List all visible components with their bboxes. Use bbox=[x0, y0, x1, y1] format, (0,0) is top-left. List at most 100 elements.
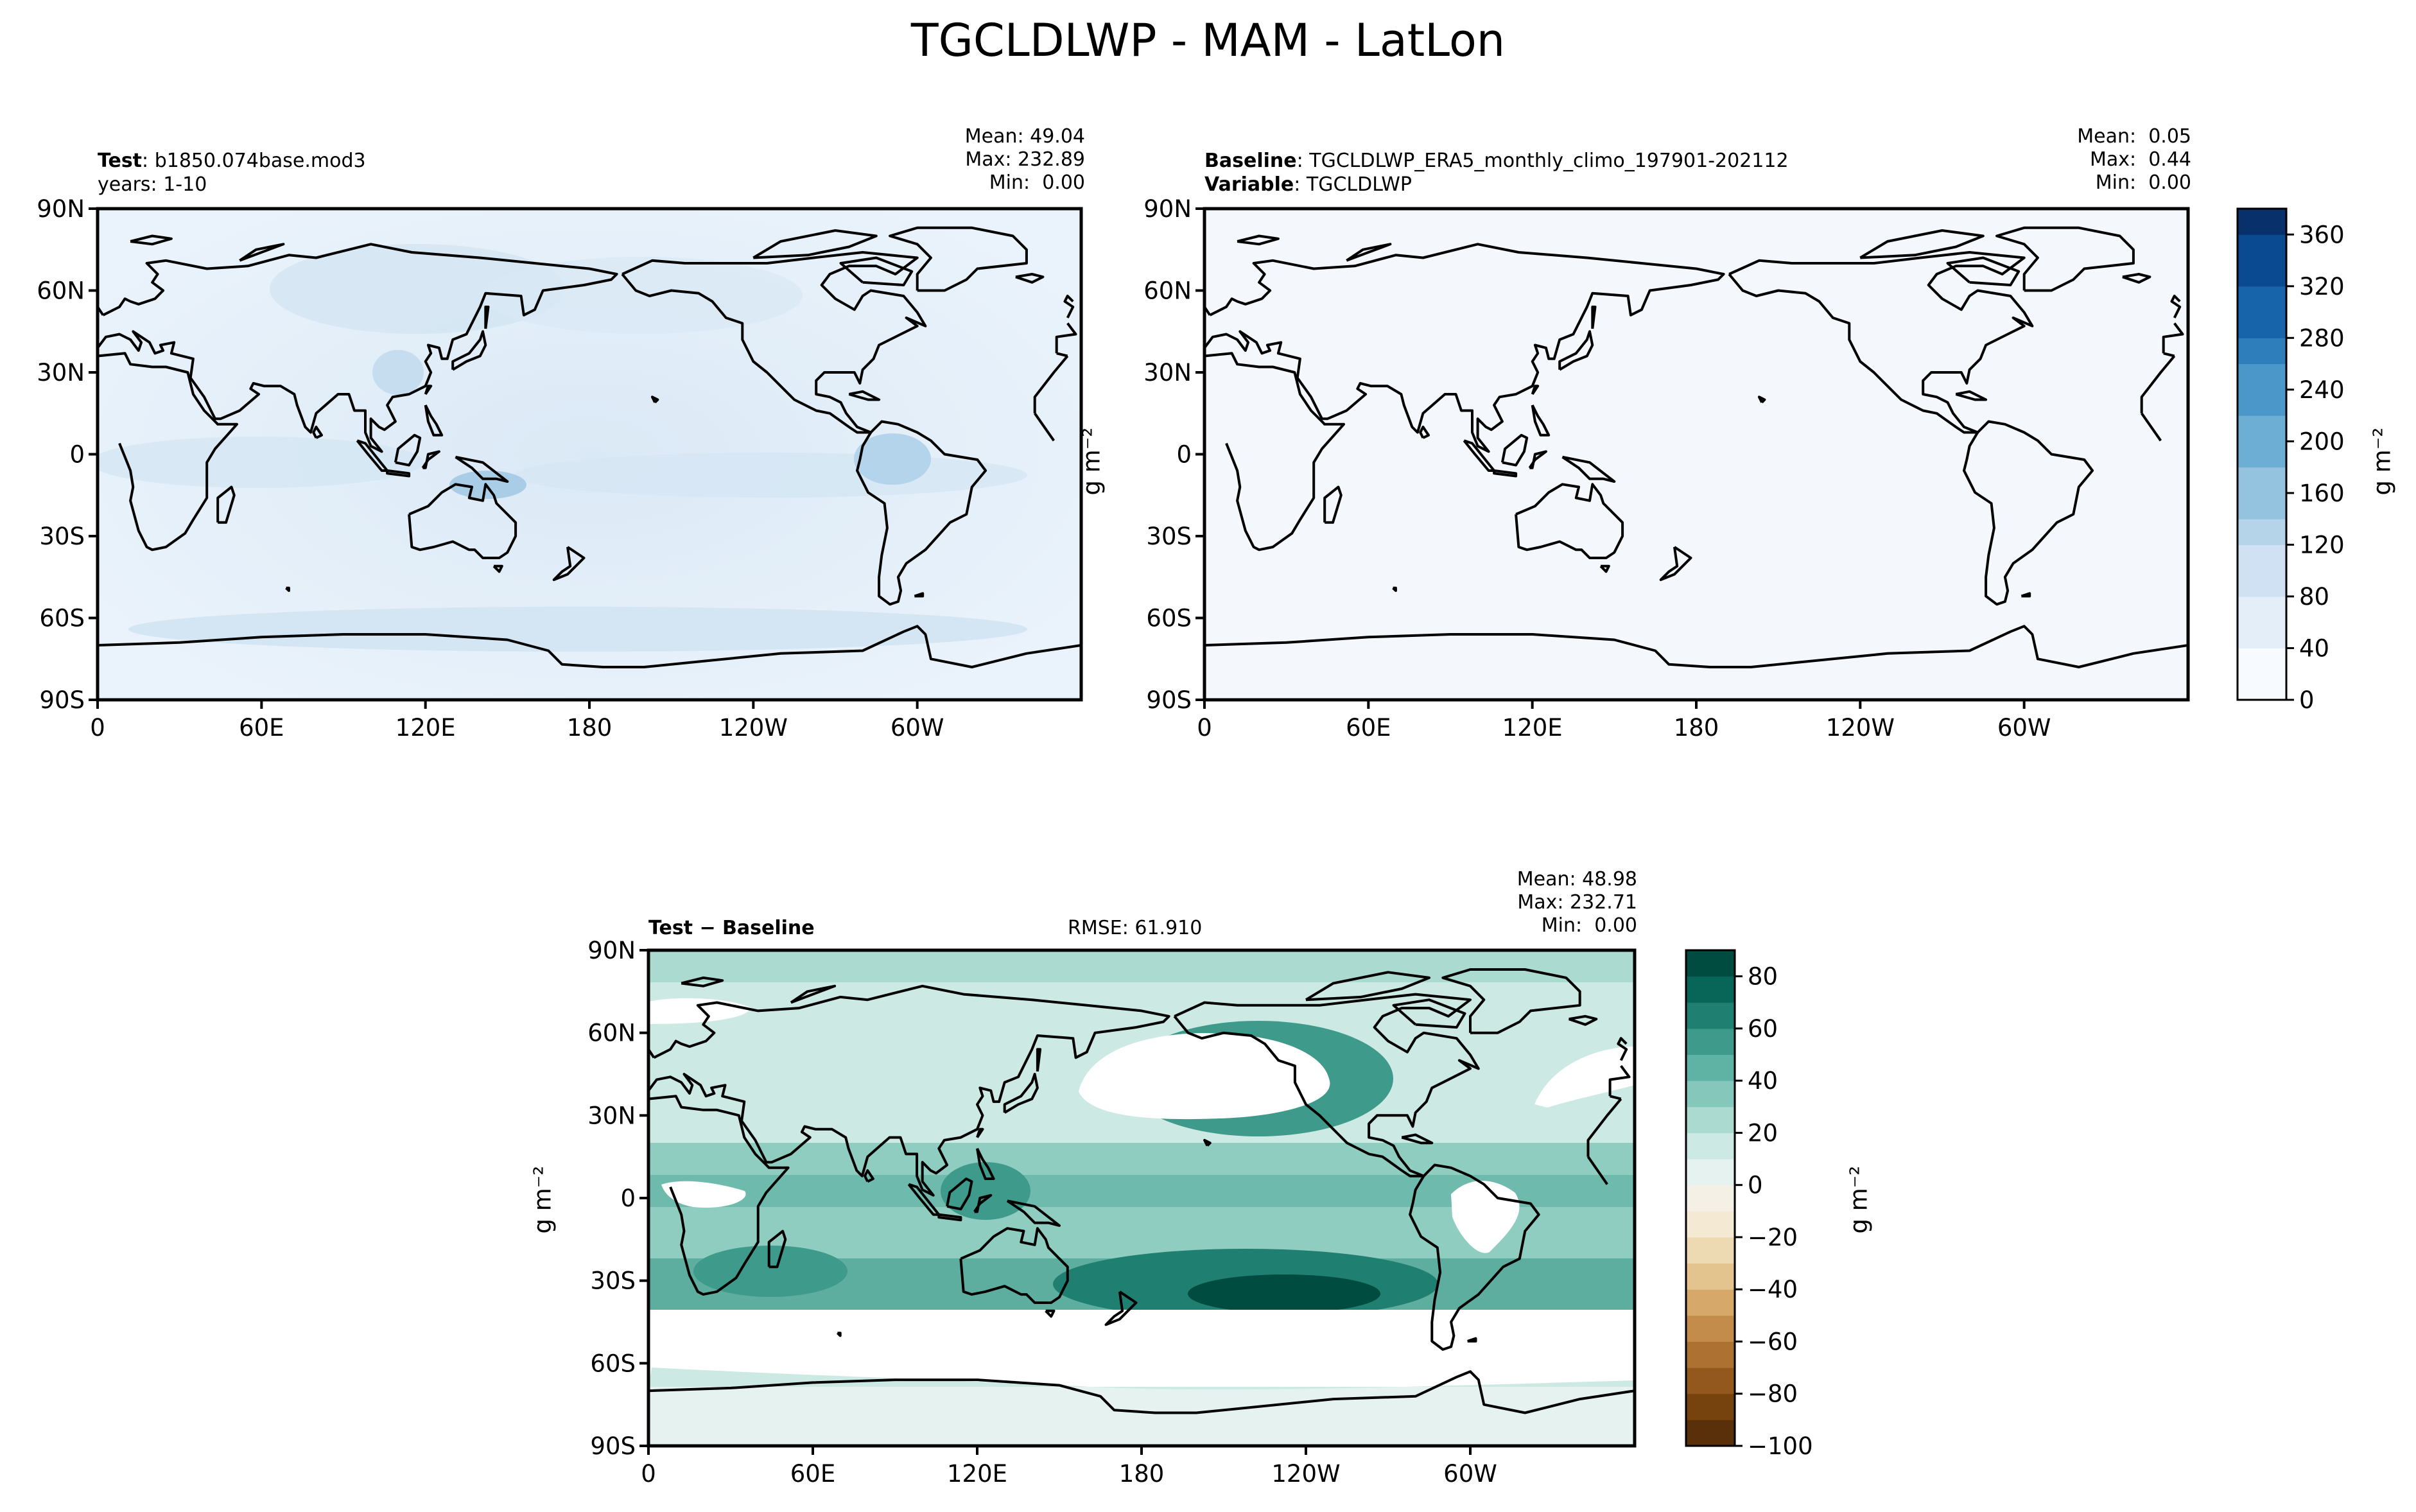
coastline-borneo bbox=[394, 433, 422, 467]
coastline-borneo bbox=[1500, 433, 1529, 467]
coastline-hawaii bbox=[650, 395, 659, 404]
diff-stats: Mean: 48.98 Max: 232.71 Min: 0.00 bbox=[1517, 868, 1637, 937]
baseline-xtick-label: 120W bbox=[1826, 714, 1895, 742]
diff-ytick-label: 90N bbox=[587, 937, 636, 964]
coastline-sumatra bbox=[356, 439, 389, 472]
diff-ytick-label: 60N bbox=[587, 1020, 636, 1047]
coastline-africa bbox=[648, 1095, 1622, 1296]
test-ytick-label: 60N bbox=[37, 277, 85, 305]
diff-ytick-label: 30N bbox=[587, 1102, 636, 1129]
baseline-ytick-label: 90S bbox=[1146, 686, 1192, 714]
coastline-africa bbox=[1204, 352, 2176, 552]
baseline-ytick-label: 90N bbox=[1143, 195, 1192, 223]
colorbar1-segment bbox=[2238, 363, 2286, 390]
coastline-newzealand bbox=[552, 546, 586, 581]
coastline-samerica bbox=[1409, 1163, 1540, 1351]
colorbar1-segment bbox=[2238, 570, 2286, 597]
coastline-iceland bbox=[2122, 273, 2151, 284]
test-xtick-label: 0 bbox=[90, 714, 105, 742]
colorbar1-segment bbox=[2238, 648, 2286, 675]
baseline-xtick-label: 60W bbox=[1997, 714, 2051, 742]
coastline-australia bbox=[408, 483, 517, 559]
coastline-antarctica bbox=[648, 1370, 1635, 1414]
coastline-cuba bbox=[848, 390, 881, 401]
coastline-antarctica bbox=[1204, 625, 2188, 668]
colorbar2-tick-label: 80 bbox=[1748, 963, 1778, 991]
coastline-africa bbox=[98, 352, 1069, 552]
figure-title: TGCLDLWP - MAM - LatLon bbox=[910, 14, 1506, 67]
colorbar2-tick-label: 0 bbox=[1748, 1172, 1763, 1199]
colorbar2-segment bbox=[1686, 1002, 1735, 1029]
coastline-newguinea bbox=[1006, 1199, 1061, 1227]
baseline-coastlines bbox=[1204, 226, 2188, 668]
coastline-madagascar bbox=[216, 485, 236, 524]
diff-missing-southern-ocean bbox=[648, 1310, 1635, 1387]
test-ytick-label: 0 bbox=[69, 441, 85, 469]
colorbar1-segment bbox=[2238, 492, 2286, 519]
diff-xtick-label: 60E bbox=[790, 1460, 835, 1488]
coastline-tasmania bbox=[1599, 564, 1610, 573]
test-ytick-label: 90N bbox=[37, 195, 85, 223]
colorbar2-segment bbox=[1686, 1185, 1735, 1212]
colorbar1-segment bbox=[2238, 519, 2286, 545]
diff-xtick-label: 120W bbox=[1271, 1460, 1340, 1488]
colorbar1-tick-label: 320 bbox=[2299, 273, 2345, 300]
coastline-java bbox=[386, 469, 411, 478]
coastline-sakhalin bbox=[1036, 1048, 1042, 1072]
coastline-falkland bbox=[914, 592, 925, 598]
colorbar1-segment bbox=[2238, 209, 2286, 235]
baseline-xtick-label: 60E bbox=[1346, 714, 1391, 742]
colorbar1-segment bbox=[2238, 467, 2286, 494]
baseline-xtick-label: 120E bbox=[1502, 714, 1563, 742]
coastline-arctic_isl bbox=[1859, 229, 1985, 259]
coastline-falkland bbox=[1467, 1337, 1477, 1343]
colorbar1-frame bbox=[2236, 207, 2288, 701]
colorbar2-tick-label: −20 bbox=[1748, 1224, 1798, 1251]
colorbar2-segment bbox=[1686, 1054, 1735, 1081]
colorbar2-segment bbox=[1686, 1106, 1735, 1133]
coastline-newzealand bbox=[1104, 1290, 1138, 1326]
coastline-arctic_isl bbox=[752, 229, 878, 259]
colorbar2-tick-label: 40 bbox=[1748, 1067, 1778, 1095]
diff-map bbox=[648, 950, 1635, 1446]
baseline-xtick-label: 180 bbox=[1674, 714, 1719, 742]
test-years: years: 1-10 bbox=[98, 173, 207, 196]
coastline-namerica bbox=[1728, 251, 2034, 434]
baseline-ytick-label: 60N bbox=[1143, 277, 1192, 305]
colorbar1-segment bbox=[2238, 622, 2286, 648]
coastline-cuba bbox=[1401, 1133, 1434, 1145]
coastline-eurasia bbox=[1204, 243, 2184, 453]
coastline-greenland bbox=[1995, 226, 2135, 292]
coastline-antarctica bbox=[98, 625, 1081, 668]
test-xtick-label: 120E bbox=[395, 714, 456, 742]
baseline-field bbox=[1204, 209, 2188, 700]
colorbar1-tick-label: 0 bbox=[2299, 686, 2315, 714]
coastline-novayazemlya bbox=[790, 984, 837, 1004]
coastline-samerica bbox=[1963, 420, 2094, 606]
colorbar1-tick-label: 200 bbox=[2299, 428, 2345, 455]
diff-ytick-label: 60S bbox=[590, 1350, 636, 1377]
test-xtick-label: 60W bbox=[891, 714, 944, 742]
coastline-philippines bbox=[976, 1147, 995, 1180]
colorbar1-segment bbox=[2238, 234, 2286, 261]
test-stats: Mean: 49.04 Max: 232.89 Min: 0.00 bbox=[964, 125, 1085, 194]
coastline-newguinea bbox=[455, 455, 509, 483]
colorbar2-tick-label: 20 bbox=[1748, 1119, 1778, 1147]
colorbar1-tick-label: 360 bbox=[2299, 221, 2345, 248]
coastline-sumatra bbox=[907, 1183, 941, 1216]
coastline-tasmania bbox=[1045, 1309, 1056, 1318]
coastline-japan bbox=[1558, 330, 1594, 371]
colorbar2-segment bbox=[1686, 1081, 1735, 1108]
coastline-baffin bbox=[839, 256, 914, 286]
diff-xtick-label: 180 bbox=[1119, 1460, 1165, 1488]
baseline-map bbox=[1204, 209, 2188, 700]
colorbar2-segment bbox=[1686, 1393, 1735, 1420]
coastline-iceland bbox=[1568, 1014, 1598, 1026]
test-ytick-label: 30N bbox=[37, 359, 85, 387]
coastline-sumatra bbox=[1463, 439, 1496, 472]
baseline-ytick-label: 60S bbox=[1146, 605, 1192, 632]
test-xtick-label: 120W bbox=[719, 714, 788, 742]
diff-ytick-label: 90S bbox=[590, 1432, 636, 1460]
coastline-sulawesi bbox=[1528, 450, 1547, 469]
coastline-philippines bbox=[424, 404, 444, 437]
